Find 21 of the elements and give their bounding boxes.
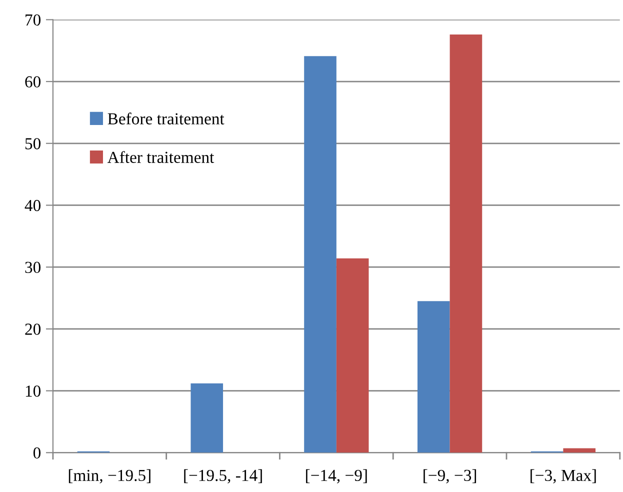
x-tick-label: [−14, −9]	[306, 469, 367, 484]
bar	[450, 34, 482, 453]
x-tick-label: [−19.5, -14]	[184, 469, 262, 484]
x-tick-label: [min, −19.5]	[68, 469, 150, 484]
y-tick-label: 0	[33, 447, 41, 459]
bar	[417, 301, 450, 453]
y-tick-label: 60	[25, 76, 41, 88]
y-tick-label: 30	[25, 262, 41, 274]
bar	[336, 258, 369, 453]
legend-label: After traitement	[107, 151, 214, 163]
y-tick-label: 10	[26, 385, 41, 397]
legend-label: Before traitement	[108, 112, 224, 124]
y-tick-label: 20	[25, 324, 41, 335]
bar	[190, 383, 224, 453]
bar	[563, 448, 596, 453]
x-tick-label: [−3, Max]	[530, 469, 596, 484]
bar	[304, 56, 336, 453]
y-tick-label: 50	[25, 138, 41, 150]
y-tick-label: 40	[24, 200, 41, 212]
x-tick-label: [−9, −3]	[424, 469, 476, 484]
y-tick-label: 70	[26, 14, 41, 26]
